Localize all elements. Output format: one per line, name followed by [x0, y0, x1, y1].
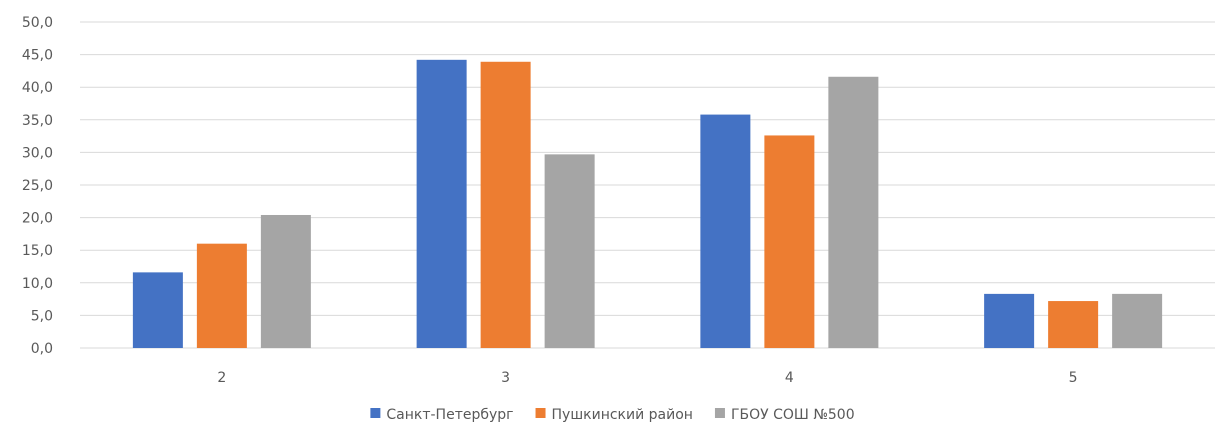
bar-series-2-category-4 [764, 135, 815, 348]
y-tick-label: 20,0 [22, 211, 53, 227]
y-tick-label: 0,0 [31, 341, 53, 357]
bar-series-2-category-2 [196, 243, 247, 348]
y-tick-label: 35,0 [22, 113, 53, 129]
bar-series-1-category-5 [984, 293, 1035, 348]
y-tick-label: 25,0 [22, 178, 53, 194]
bar-series-1-category-4 [700, 114, 751, 348]
bar-series-1-category-3 [416, 59, 467, 348]
legend-swatch [535, 408, 546, 418]
bar-series-3-category-3 [544, 154, 595, 348]
legend-swatch [714, 408, 725, 418]
y-axis: 0,0 5,0 10,0 15,0 20,0 25,0 30,0 35,0 40,0 45,0 50… [22, 15, 53, 357]
bar-series-3-category-4 [828, 76, 879, 348]
legend-label: Санкт-Петербург [386, 407, 513, 423]
y-tick-label: 10,0 [22, 276, 53, 292]
x-tick-label: 3 [501, 370, 510, 386]
legend-swatch [370, 408, 381, 418]
bar-series-2-category-5 [1048, 301, 1099, 348]
bars [132, 59, 1163, 348]
bar-series-3-category-5 [1112, 293, 1163, 348]
y-tick-label: 5,0 [31, 308, 53, 324]
y-tick-label: 40,0 [22, 80, 53, 96]
y-tick-label: 50,0 [22, 15, 53, 31]
x-tick-label: 5 [1069, 370, 1078, 386]
bar-series-2-category-3 [480, 61, 531, 348]
y-tick-label: 15,0 [22, 243, 53, 259]
legend: Санкт-Петербург Пушкинский район ГБОУ СОШ … [370, 407, 855, 423]
bar-series-1-category-2 [132, 272, 183, 348]
legend-label: Пушкинский район [552, 407, 693, 423]
y-tick-label: 45,0 [22, 48, 53, 64]
x-tick-label: 4 [785, 370, 794, 386]
x-tick-label: 2 [217, 370, 226, 386]
legend-label: ГБОУ СОШ №500 [731, 407, 855, 423]
y-tick-label: 30,0 [22, 145, 53, 161]
gridlines [80, 21, 1215, 349]
x-axis: 2 3 4 5 [217, 370, 1077, 386]
bar-series-3-category-2 [260, 214, 311, 348]
